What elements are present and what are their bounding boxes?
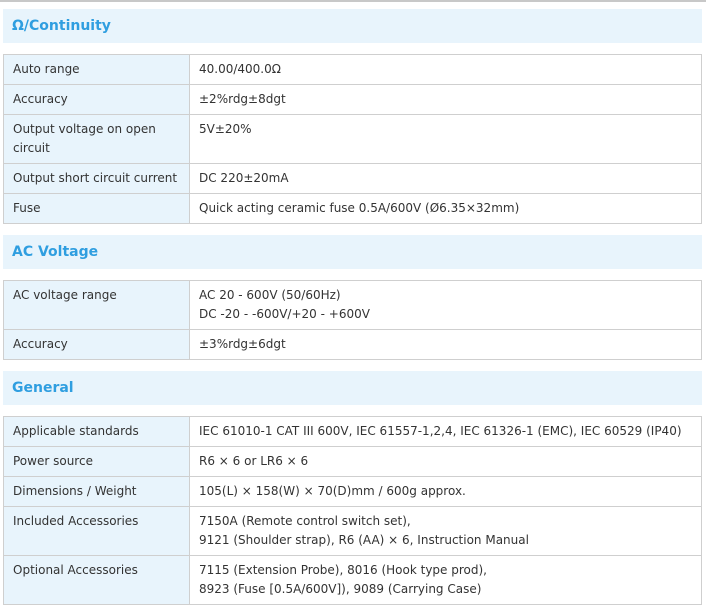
spec-value-line: 7150A (Remote control switch set), [199,514,411,528]
spec-label: Fuse [3,193,190,224]
section-heading-ac-voltage: AC Voltage [3,235,702,269]
top-divider [0,0,706,2]
table-row: Included Accessories 7150A (Remote contro… [3,506,702,556]
table-row: Output voltage on open circuit 5V±20% [3,114,702,164]
section-heading-continuity: Ω/Continuity [3,9,702,43]
spec-value: DC 220±20mA [189,163,702,194]
table-row: Output short circuit current DC 220±20mA [3,163,702,194]
spec-table-general: Applicable standards IEC 61010-1 CAT III … [3,416,702,605]
spec-label: Auto range [3,54,190,85]
spec-value-line: R6 × 6 or LR6 × 6 [199,454,309,468]
spec-value: AC 20 - 600V (50/60Hz) DC -20 - -600V/+20… [189,280,702,330]
spec-sheet: Ω/Continuity Auto range 40.00/400.0Ω Accura… [3,9,702,616]
spec-value: 5V±20% [189,114,702,164]
spec-label: Accuracy [3,84,190,115]
spec-value: R6 × 6 or LR6 × 6 [189,446,702,477]
table-row: Dimensions / Weight 105(L) × 158(W) × 70(… [3,476,702,507]
spec-value-line: ±2%rdg±8dgt [199,92,286,106]
spec-label: Accuracy [3,329,190,360]
table-row: Applicable standards IEC 61010-1 CAT III … [3,416,702,447]
spec-label: Output short circuit current [3,163,190,194]
spec-label: Optional Accessories [3,555,190,605]
spec-value: ±2%rdg±8dgt [189,84,702,115]
spec-table-continuity: Auto range 40.00/400.0Ω Accuracy ±2%rdg±8dg… [3,54,702,224]
spec-value: 7150A (Remote control switch set), 9121 (… [189,506,702,556]
spec-value-line: 7115 (Extension Probe), 8016 (Hook type … [199,563,487,577]
spec-value-line: Quick acting ceramic fuse 0.5A/600V (Ø6.… [199,201,520,215]
table-row: AC voltage range AC 20 - 600V (50/60Hz) DC… [3,280,702,330]
spec-label: Output voltage on open circuit [3,114,190,164]
table-row: Auto range 40.00/400.0Ω [3,54,702,85]
table-row: Optional Accessories 7115 (Extension Prob… [3,555,702,605]
spec-value-line: IEC 61010-1 CAT III 600V, IEC 61557-1,2,… [199,424,682,438]
spec-value-line: DC 220±20mA [199,171,289,185]
spec-value-line: 5V±20% [199,122,252,136]
table-row: Accuracy ±2%rdg±8dgt [3,84,702,115]
spec-value: 105(L) × 158(W) × 70(D)mm / 600g approx. [189,476,702,507]
spec-value: 7115 (Extension Probe), 8016 (Hook type … [189,555,702,605]
spec-value: ±3%rdg±6dgt [189,329,702,360]
section-heading-general: General [3,371,702,405]
spec-value-line: AC 20 - 600V (50/60Hz) [199,288,341,302]
spec-table-ac-voltage: AC voltage range AC 20 - 600V (50/60Hz) DC… [3,280,702,360]
spec-label: Applicable standards [3,416,190,447]
table-row: Fuse Quick acting ceramic fuse 0.5A/600V … [3,193,702,224]
spec-value-line: ±3%rdg±6dgt [199,337,286,351]
table-row: Accuracy ±3%rdg±6dgt [3,329,702,360]
spec-label: AC voltage range [3,280,190,330]
spec-value-line: DC -20 - -600V/+20 - +600V [199,307,370,321]
spec-value: 40.00/400.0Ω [189,54,702,85]
spec-value-line: 40.00/400.0Ω [199,62,281,76]
spec-label: Dimensions / Weight [3,476,190,507]
spec-label: Included Accessories [3,506,190,556]
spec-label: Power source [3,446,190,477]
table-row: Power source R6 × 6 or LR6 × 6 [3,446,702,477]
spec-value: IEC 61010-1 CAT III 600V, IEC 61557-1,2,… [189,416,702,447]
spec-value-line: 8923 (Fuse [0.5A/600V]), 9089 (Carrying … [199,582,482,596]
spec-value-line: 9121 (Shoulder strap), R6 (AA) × 6, Inst… [199,533,529,547]
spec-value: Quick acting ceramic fuse 0.5A/600V (Ø6.… [189,193,702,224]
spec-value-line: 105(L) × 158(W) × 70(D)mm / 600g approx. [199,484,466,498]
